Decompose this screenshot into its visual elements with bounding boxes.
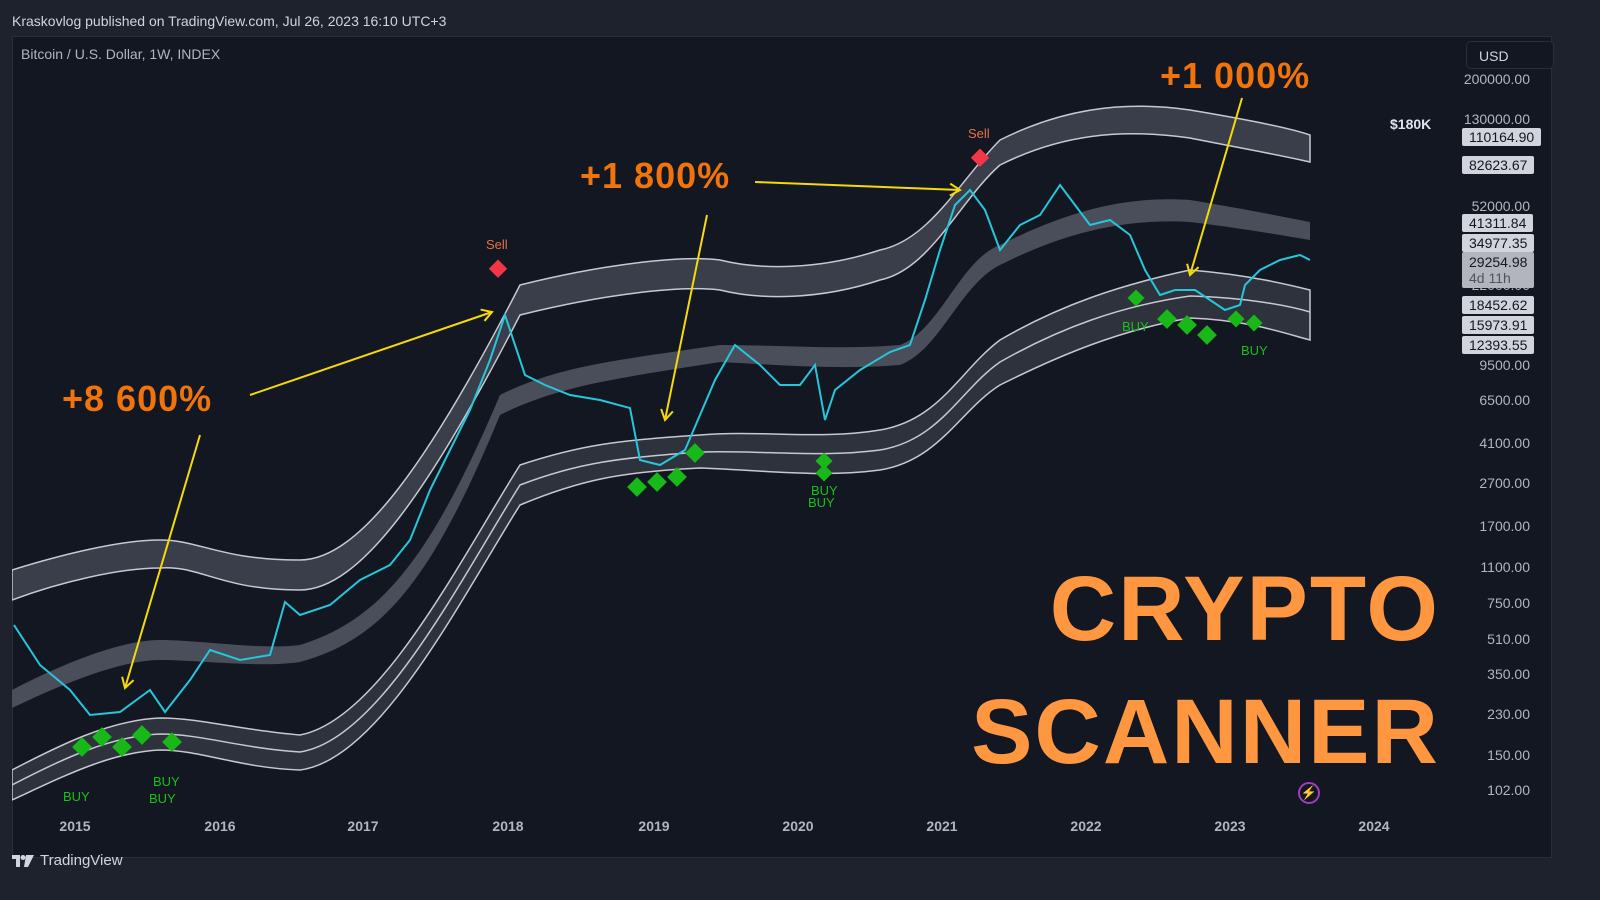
price-level-box: 41311.84 xyxy=(1462,214,1534,232)
x-tick: 2024 xyxy=(1358,818,1390,834)
published-info: Kraskovlog published on TradingView.com,… xyxy=(12,13,447,29)
buy-label: BUY xyxy=(149,791,176,806)
y-tick: 6500.00 xyxy=(1479,392,1530,408)
y-tick: 1700.00 xyxy=(1479,518,1530,534)
price-series xyxy=(13,183,1311,717)
y-tick: 9500.00 xyxy=(1479,357,1530,373)
sell-marker xyxy=(970,148,990,167)
gain-annotation-1800: +1 800% xyxy=(580,155,731,196)
x-tick: 2023 xyxy=(1214,818,1246,834)
buy-label: BUY xyxy=(811,483,838,498)
symbol-title: Bitcoin / U.S. Dollar, 1W, INDEX xyxy=(21,46,221,62)
title-crypto: CRYPTO xyxy=(1049,558,1440,660)
lower-band-outer xyxy=(12,269,1311,801)
buy-label: BUY xyxy=(153,774,180,789)
arrow-1800-right xyxy=(754,181,962,197)
x-tick: 2015 xyxy=(59,818,91,834)
gain-annotation-1000: +1 000% xyxy=(1160,55,1311,96)
y-tick: 150.00 xyxy=(1487,747,1530,763)
target-price-label: $180K xyxy=(1390,116,1432,132)
buy-label: BUY xyxy=(1122,319,1149,334)
price-level-box: 110164.90 xyxy=(1462,128,1542,146)
arrow-1800-down xyxy=(660,214,708,422)
tradingview-logo[interactable]: TradingView xyxy=(12,852,123,869)
x-tick: 2016 xyxy=(204,818,236,834)
price-level-box: 15973.91 xyxy=(1462,316,1535,334)
brand-name: TradingView xyxy=(40,852,123,869)
middle-band xyxy=(12,199,1310,708)
y-tick: 350.00 xyxy=(1487,666,1530,682)
y-tick: 4100.00 xyxy=(1479,435,1530,451)
lower-band-inner xyxy=(12,295,1311,786)
upper-band xyxy=(12,105,1311,601)
bar-countdown: 4d 11h xyxy=(1469,270,1511,286)
buy-markers xyxy=(72,289,1263,757)
y-tick: 200000.00 xyxy=(1463,71,1530,87)
y-tick: 52000.00 xyxy=(1471,198,1530,214)
price-chart-plot[interactable] xyxy=(12,70,1312,810)
x-tick: 2022 xyxy=(1070,818,1102,834)
price-level-box: 82623.67 xyxy=(1462,156,1535,174)
y-tick: 102.00 xyxy=(1487,782,1530,798)
x-tick: 2018 xyxy=(492,818,524,834)
sell-marker xyxy=(488,259,508,278)
arrow-1000-down xyxy=(1186,97,1243,277)
buy-label: BUY xyxy=(1241,343,1268,358)
y-tick: 130000.00 xyxy=(1463,111,1530,127)
y-tick: 2700.00 xyxy=(1479,475,1530,491)
x-tick: 2019 xyxy=(638,818,670,834)
buy-label: BUY xyxy=(63,789,90,804)
price-level-box: 18452.62 xyxy=(1462,296,1535,314)
x-tick: 2017 xyxy=(347,818,379,834)
y-tick: 750.00 xyxy=(1487,595,1530,611)
sell-label: Sell xyxy=(968,126,990,141)
y-tick: 1100.00 xyxy=(1480,559,1530,575)
currency-selector[interactable]: USD xyxy=(1466,41,1554,69)
y-tick: 230.00 xyxy=(1487,706,1530,722)
gain-annotation-8600: +8 600% xyxy=(62,378,213,419)
sell-label: Sell xyxy=(486,237,508,252)
current-price: 29254.98 xyxy=(1469,254,1528,270)
price-level-box: 12393.55 xyxy=(1462,336,1535,354)
y-tick: 510.00 xyxy=(1487,631,1530,647)
arrow-8600-up xyxy=(249,308,494,396)
current-price-box: 29254.98 4d 11h xyxy=(1462,252,1535,288)
buy-label: BUY xyxy=(808,495,835,510)
x-tick: 2020 xyxy=(782,818,814,834)
tradingview-icon xyxy=(12,854,34,867)
lightning-icon[interactable]: ⚡ xyxy=(1298,782,1320,804)
price-level-box: 34977.35 xyxy=(1462,234,1535,252)
x-tick: 2021 xyxy=(926,818,958,834)
arrow-8600-down xyxy=(121,434,201,690)
title-scanner: SCANNER xyxy=(971,681,1440,783)
